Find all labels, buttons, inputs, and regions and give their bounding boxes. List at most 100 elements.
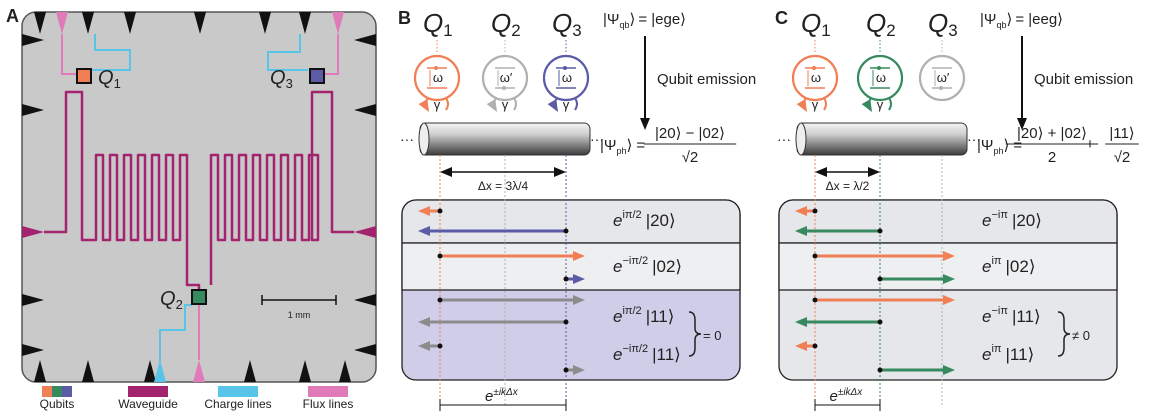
text-part: Q (866, 8, 886, 38)
text-part: −iπ/2 (622, 255, 648, 267)
arrow-head (943, 251, 955, 261)
legend-label: Charge lines (204, 397, 271, 411)
arrow-head (573, 251, 585, 261)
gamma: γ (877, 97, 884, 112)
excitation (812, 66, 816, 70)
text-part: ⟩ (1006, 11, 1012, 28)
text-part: Q (423, 8, 443, 38)
arrow-origin (812, 343, 818, 349)
text-part: ±ikΔx (838, 387, 863, 398)
text-part: = |ege⟩ (638, 11, 686, 28)
electrode (354, 344, 376, 356)
arrow-head (861, 99, 872, 112)
qubit-label: Q3 (270, 67, 293, 91)
arrow-origin (812, 208, 818, 214)
text-part: e (613, 307, 622, 326)
text-part: 1 (443, 21, 452, 40)
text-part: 3 (948, 21, 957, 40)
arrow-head (1017, 118, 1027, 130)
text-part: |20⟩ (1012, 211, 1042, 230)
arrow-origin (563, 276, 569, 282)
arrow-head (440, 167, 452, 177)
electrode (299, 360, 311, 382)
legend-swatch (218, 386, 258, 397)
phase-term: e−iπ |11⟩ (982, 305, 1041, 326)
arrow-head (943, 365, 955, 375)
ellipsis: ··· (967, 131, 981, 147)
qubit-label: Q2 (491, 8, 521, 40)
numerator: |20⟩ − |02⟩ (655, 125, 725, 142)
arrow-head (418, 99, 429, 112)
text-part: iπ (991, 343, 1001, 355)
arrow-origin (437, 253, 443, 259)
electrode (34, 360, 46, 382)
qubit-label: Q1 (423, 8, 453, 40)
qubit-circle (542, 54, 590, 102)
flux-line (325, 34, 339, 75)
arrow-head (868, 167, 880, 177)
text-part: ⟩ (629, 11, 635, 28)
text-part: |Ψ (603, 11, 619, 28)
waveguide-cylinder (796, 122, 968, 156)
charge-line (159, 304, 192, 362)
arrow-head (943, 295, 955, 305)
photon-state: |Ψph⟩ = (600, 137, 645, 156)
legend-label: Flux lines (303, 397, 354, 411)
text-part: −iπ (991, 209, 1008, 221)
phase-term: e−iπ |20⟩ (982, 209, 1042, 230)
arrow-origin (877, 319, 883, 325)
phase-term: e−iπ/2 |11⟩ (613, 343, 681, 364)
row-bg (778, 242, 1118, 291)
scale-label: 1 mm (288, 310, 311, 320)
frequency: ω (811, 70, 821, 85)
excitation (563, 66, 567, 70)
qubit (76, 68, 92, 84)
text-part: |11⟩ (1012, 307, 1041, 326)
arrow-head (573, 295, 585, 305)
arrow-head (796, 99, 807, 112)
legend-swatch (42, 386, 52, 397)
arrow-origin (877, 276, 883, 282)
text-part: 3 (572, 21, 581, 40)
arrow-head (547, 99, 558, 112)
qubit-label: Q2 (160, 288, 183, 312)
denominator: √2 (1114, 149, 1131, 166)
frequency: ω (562, 70, 572, 85)
electrode (34, 12, 46, 34)
text-part: Q (160, 288, 176, 310)
qubit-label: Q3 (928, 8, 958, 40)
legend-swatch (52, 386, 62, 397)
waveguide-cylinder (419, 122, 591, 156)
arrow-head (573, 274, 585, 284)
arrow-origin (563, 228, 569, 234)
denominator: √2 (682, 149, 699, 166)
text-part: e (613, 211, 622, 230)
text-part: iπ/2 (622, 305, 641, 317)
row-bg (401, 199, 741, 244)
text-part: Q (270, 67, 286, 89)
text-part: |11⟩ (646, 307, 675, 326)
waveguide (44, 90, 354, 300)
phase-factor: e±ikΔx (830, 387, 864, 405)
panel-label: C (775, 8, 788, 28)
arrow-head (795, 317, 807, 327)
plus: + (1086, 136, 1095, 153)
row-bg (401, 242, 741, 291)
text-part: iπ/2 (622, 209, 641, 221)
text-part: ⟩ (626, 137, 632, 154)
electrode (259, 12, 271, 34)
panel-label: B (398, 8, 411, 28)
phase-term: eiπ |02⟩ (982, 255, 1035, 276)
qubit-label: Q2 (866, 8, 896, 40)
arrow-head (486, 99, 497, 112)
text-part: e (830, 388, 838, 405)
ellipsis: ··· (590, 131, 604, 147)
qubit-label: Q3 (552, 8, 582, 40)
text-part: 2 (511, 21, 520, 40)
legend-label: Qubits (40, 397, 75, 411)
arrow-origin (437, 343, 443, 349)
text-part: qb (619, 20, 629, 30)
electrode (354, 34, 376, 46)
